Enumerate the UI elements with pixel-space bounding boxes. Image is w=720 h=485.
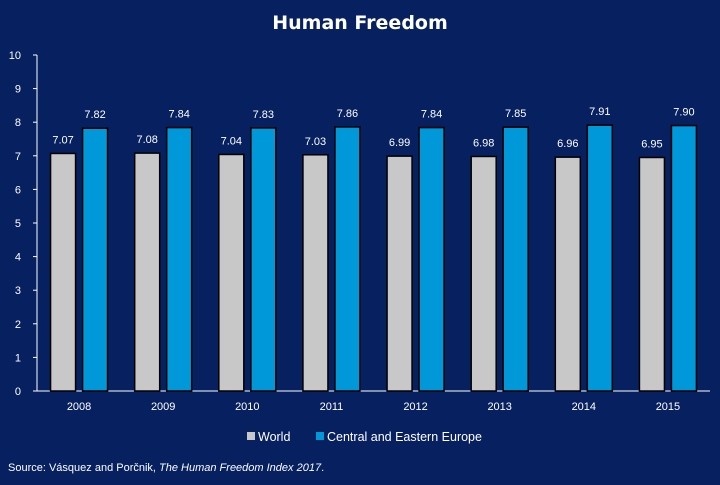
data-label: 7.86 xyxy=(337,108,358,120)
data-label: 7.90 xyxy=(673,107,694,119)
value-labels: 7.07 7.82 7.08 7.84 7.04 7.83 7.03 7.86 6.99 7.84… xyxy=(52,106,694,150)
source-title: The Human Freedom Index 2017 xyxy=(159,462,322,474)
y-axis: 0 1 2 3 4 5 6 7 8 9 10 xyxy=(9,50,38,398)
legend-label: Central and Eastern Europe xyxy=(327,430,482,444)
bar-central-eastern-europe xyxy=(250,127,277,392)
data-label: 6.96 xyxy=(557,138,578,150)
data-label: 7.82 xyxy=(84,109,105,121)
y-tick-label: 5 xyxy=(15,218,21,230)
bar-world xyxy=(470,155,497,392)
y-tick-label: 4 xyxy=(15,252,21,264)
y-tick-label: 10 xyxy=(9,50,21,62)
bar-central-eastern-europe xyxy=(334,126,361,392)
legend-swatch xyxy=(316,432,324,440)
bar-central-eastern-europe xyxy=(81,127,109,392)
x-tick-label: 2008 xyxy=(67,401,91,413)
bar-central-eastern-europe xyxy=(586,124,614,392)
bar-world xyxy=(133,152,161,392)
y-tick-label: 3 xyxy=(15,285,21,297)
source-note: Source: Vásquez and Porčnik, The Human F… xyxy=(8,462,324,474)
bar-central-eastern-europe xyxy=(418,126,445,392)
data-label: 7.84 xyxy=(421,109,442,121)
data-label: 7.07 xyxy=(52,134,73,146)
bar-central-eastern-europe xyxy=(165,126,193,392)
bar-world xyxy=(386,155,413,392)
y-tick-label: 0 xyxy=(15,386,21,398)
legend: World Central and Eastern Europe xyxy=(247,430,482,444)
source-suffix: . xyxy=(321,462,325,474)
data-label: 7.91 xyxy=(589,106,610,118)
data-label: 7.03 xyxy=(305,136,326,148)
y-tick-label: 6 xyxy=(15,184,21,196)
data-label: 7.83 xyxy=(253,109,274,121)
bar-world xyxy=(638,156,666,392)
data-label: 7.04 xyxy=(221,135,242,147)
bar-central-eastern-europe xyxy=(502,126,529,392)
data-label: 6.95 xyxy=(641,138,662,150)
y-tick-label: 9 xyxy=(15,84,21,96)
x-tick-label: 2010 xyxy=(235,401,259,413)
x-tick-label: 2012 xyxy=(403,401,427,413)
legend-label: World xyxy=(258,430,290,444)
x-tick-label: 2011 xyxy=(320,401,344,413)
bar-world xyxy=(218,153,245,392)
x-tick-label: 2014 xyxy=(572,401,596,413)
source-prefix: Source: Vásquez and Porčnik, xyxy=(8,462,160,474)
bar-world xyxy=(554,156,582,392)
bars xyxy=(49,124,698,392)
y-tick-label: 1 xyxy=(15,352,21,364)
data-label: 7.84 xyxy=(168,109,189,121)
y-tick-label: 8 xyxy=(15,117,21,129)
y-tick-label: 7 xyxy=(15,151,21,163)
chart-title: Human Freedom xyxy=(272,12,448,34)
data-label: 6.98 xyxy=(473,137,494,149)
bar-world xyxy=(49,152,77,392)
legend-swatch xyxy=(247,432,255,440)
x-tick-label: 2013 xyxy=(487,401,511,413)
bar-central-eastern-europe xyxy=(670,124,698,392)
data-label: 7.85 xyxy=(505,108,526,120)
data-label: 7.08 xyxy=(136,134,157,146)
x-tick-label: 2009 xyxy=(151,401,175,413)
x-tick-label: 2015 xyxy=(656,401,680,413)
x-axis: 2008 2009 2010 2011 2012 2013 2014 2015 xyxy=(37,390,710,413)
bar-world xyxy=(302,154,329,392)
y-tick-label: 2 xyxy=(15,319,21,331)
data-label: 6.99 xyxy=(389,137,410,149)
